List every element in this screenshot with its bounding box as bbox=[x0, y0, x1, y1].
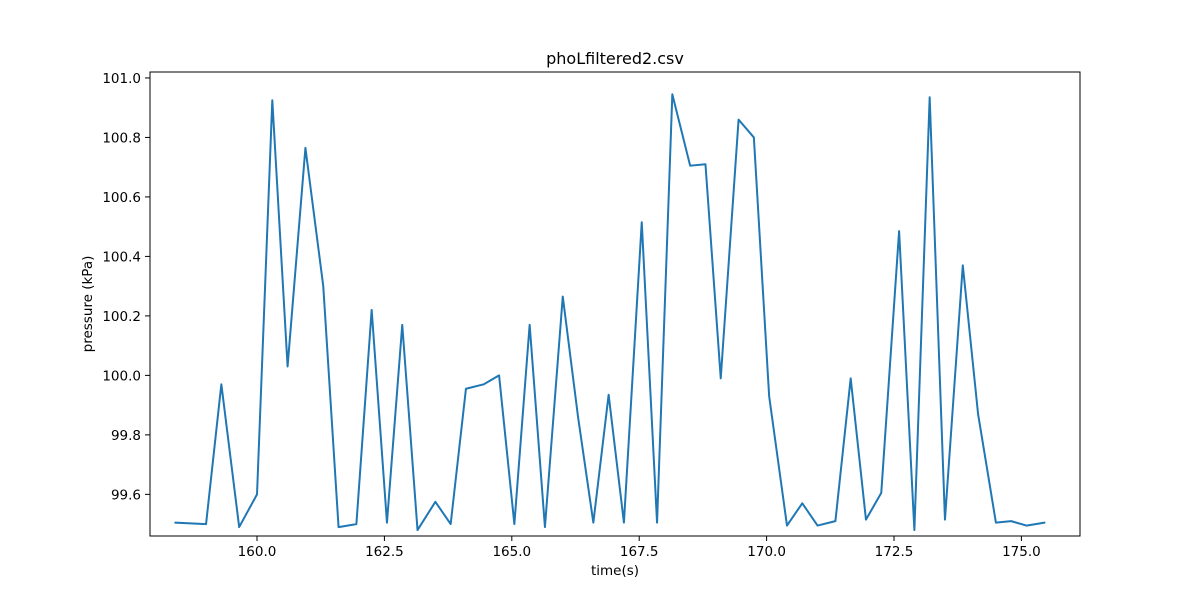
x-tick-label: 172.5 bbox=[875, 544, 914, 560]
chart-title: phoLfiltered2.csv bbox=[546, 49, 684, 68]
plot-frame bbox=[149, 71, 1081, 537]
y-tick-label: 100.4 bbox=[102, 249, 141, 265]
x-tick-label: 162.5 bbox=[365, 544, 404, 560]
y-axis-label: pressure (kPa) bbox=[80, 256, 96, 353]
x-tick-label: 160.0 bbox=[238, 544, 277, 560]
x-tick-label: 167.5 bbox=[620, 544, 659, 560]
y-tick-label: 100.2 bbox=[102, 309, 141, 325]
y-tick-label: 100.8 bbox=[102, 130, 141, 146]
x-axis: 160.0 162.5 165.0 167.5 170.0 172.5 175.0 bbox=[238, 536, 1041, 560]
y-tick-label: 101.0 bbox=[102, 71, 141, 87]
x-tick-label: 165.0 bbox=[492, 544, 531, 560]
series-line-0 bbox=[174, 93, 1046, 532]
y-tick-label: 99.6 bbox=[111, 487, 141, 503]
plot-area bbox=[174, 93, 1046, 532]
y-axis: 99.6 99.8 100.0 100.2 100.4 100.6 100.8 101.0 bbox=[102, 71, 150, 503]
x-tick-label: 175.0 bbox=[1002, 544, 1041, 560]
x-tick-label: 170.0 bbox=[747, 544, 786, 560]
y-tick-label: 99.8 bbox=[111, 428, 141, 444]
y-tick-label: 100.0 bbox=[102, 368, 141, 384]
y-tick-label: 100.6 bbox=[102, 190, 141, 206]
x-axis-label: time(s) bbox=[591, 563, 639, 579]
